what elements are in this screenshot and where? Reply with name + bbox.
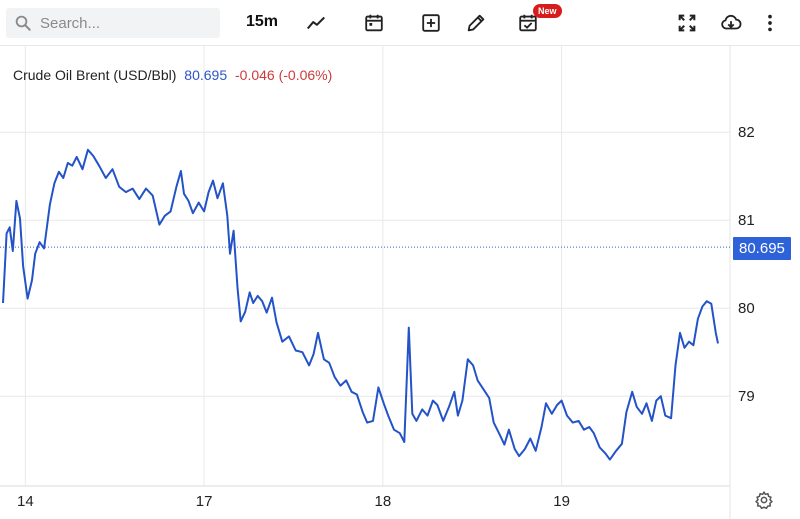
download-cloud-icon [721, 14, 742, 30]
interval-selector[interactable]: 15m [246, 13, 279, 30]
x-tick-label: 17 [196, 493, 213, 510]
draw-pencil-icon [467, 14, 485, 32]
fullscreen-button[interactable] [671, 9, 703, 37]
y-tick-label: 80 [738, 300, 755, 317]
draw-button[interactable] [460, 9, 492, 37]
x-tick-label: 19 [553, 493, 570, 510]
calendar-check-icon [519, 14, 537, 32]
fullscreen-icon [678, 14, 696, 32]
y-tick-label: 82 [738, 124, 755, 141]
chart-legend: Crude Oil Brent (USD/Bbl) 80.695 -0.046 … [13, 67, 332, 83]
more-options-button[interactable] [754, 9, 786, 37]
calendar-icon [365, 14, 383, 32]
legend-price: 80.695 [184, 67, 228, 83]
date-range-button[interactable] [358, 9, 390, 37]
chart-type-button[interactable] [300, 9, 332, 37]
new-badge: New [533, 4, 562, 18]
x-tick-label: 14 [17, 493, 34, 510]
legend-symbol: Crude Oil Brent (USD/Bbl) [13, 67, 177, 83]
chart-toolbar: 15m [0, 0, 800, 46]
settings-gear-icon[interactable] [754, 490, 774, 510]
x-tick-label: 18 [375, 493, 392, 510]
y-tick-label: 81 [738, 212, 755, 229]
search-box[interactable] [6, 8, 220, 38]
download-button[interactable] [715, 9, 747, 37]
search-input[interactable] [38, 13, 212, 33]
legend-change: -0.046 (-0.06%) [235, 67, 333, 83]
add-indicator-icon [422, 14, 440, 32]
search-icon [15, 15, 31, 31]
events-button[interactable] [512, 9, 544, 37]
y-tick-label: 79 [738, 388, 755, 405]
add-indicator-button[interactable] [415, 9, 447, 37]
more-vertical-icon [768, 14, 772, 32]
last-price-tag: 80.695 [733, 237, 791, 260]
price-series-line [2, 148, 719, 461]
line-chart-icon [306, 16, 325, 30]
